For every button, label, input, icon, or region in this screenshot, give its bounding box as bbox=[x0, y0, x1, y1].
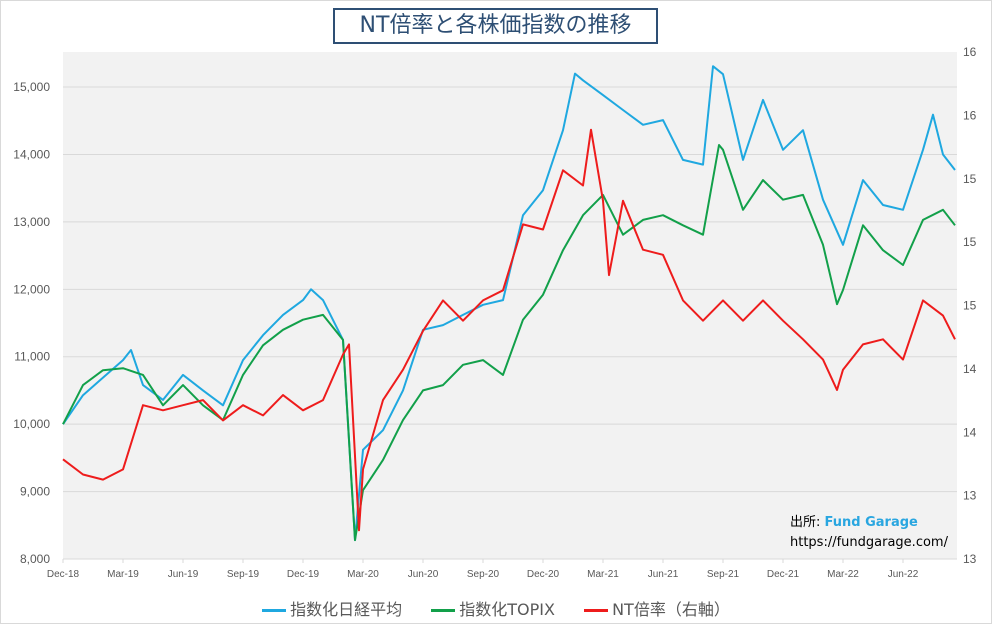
x-tick-label: Jun-20 bbox=[408, 569, 439, 580]
x-tick-label: Sep-21 bbox=[707, 569, 740, 580]
legend-swatch bbox=[431, 609, 456, 612]
y-right-tick-label: 15 bbox=[963, 299, 977, 313]
x-tick-label: Dec-20 bbox=[527, 569, 560, 580]
y-left-tick-label: 11,000 bbox=[14, 350, 50, 364]
y-right-tick-label: 16 bbox=[963, 45, 977, 59]
y-left-tick-label: 9,000 bbox=[20, 485, 50, 499]
y-right-tick-label: 15 bbox=[963, 235, 977, 249]
legend-item-topix: 指数化TOPIX bbox=[431, 596, 555, 620]
legend-label: 指数化日経平均 bbox=[290, 600, 403, 619]
source-note: 出所: Fund Garage https://fundgarage.com/ bbox=[790, 513, 948, 553]
y-right-tick-label: 15 bbox=[963, 172, 977, 186]
y-right-tick-label: 14 bbox=[963, 362, 977, 376]
x-tick-label: Dec-21 bbox=[767, 569, 800, 580]
legend-swatch bbox=[584, 609, 609, 612]
y-right-tick-label: 14 bbox=[963, 425, 977, 439]
x-tick-label: Dec-18 bbox=[47, 569, 80, 580]
x-tick-label: Jun-22 bbox=[888, 569, 919, 580]
x-tick-label: Mar-22 bbox=[827, 569, 859, 580]
x-tick-label: Sep-20 bbox=[467, 569, 500, 580]
x-tick-label: Sep-19 bbox=[227, 569, 260, 580]
y-left-tick-label: 13,000 bbox=[13, 215, 50, 229]
x-tick-label: Mar-21 bbox=[587, 569, 619, 580]
source-brand: Fund Garage bbox=[824, 515, 918, 530]
y-right-tick-label: 13 bbox=[963, 489, 977, 503]
legend-label: NT倍率（右軸） bbox=[612, 600, 730, 619]
x-tick-label: Mar-20 bbox=[347, 569, 379, 580]
y-left-tick-label: 15,000 bbox=[13, 80, 50, 94]
x-tick-label: Mar-19 bbox=[107, 569, 139, 580]
legend-item-nikkei: 指数化日経平均 bbox=[262, 596, 402, 620]
x-tick-label: Jun-21 bbox=[648, 569, 679, 580]
legend: 指数化日経平均 指数化TOPIX NT倍率（右軸） bbox=[0, 596, 992, 620]
chart-title: NT倍率と各株価指数の推移 bbox=[333, 8, 658, 44]
y-left-tick-label: 14,000 bbox=[13, 147, 50, 161]
y-left-tick-label: 8,000 bbox=[20, 552, 50, 566]
legend-label: 指数化TOPIX bbox=[459, 600, 555, 619]
source-label: 出所: bbox=[790, 515, 821, 530]
plot-area bbox=[63, 52, 957, 559]
y-right-tick-label: 16 bbox=[963, 108, 977, 122]
y-right-tick-label: 13 bbox=[963, 552, 977, 566]
x-tick-label: Jun-19 bbox=[168, 569, 199, 580]
x-tick-label: Dec-19 bbox=[287, 569, 320, 580]
legend-swatch bbox=[262, 609, 287, 612]
source-url[interactable]: https://fundgarage.com/ bbox=[790, 535, 948, 550]
series-line-nt-ratio bbox=[62, 128, 956, 532]
y-left-tick-label: 12,000 bbox=[13, 282, 50, 296]
legend-item-nt-ratio: NT倍率（右軸） bbox=[584, 596, 730, 620]
y-left-tick-label: 10,000 bbox=[13, 417, 50, 431]
